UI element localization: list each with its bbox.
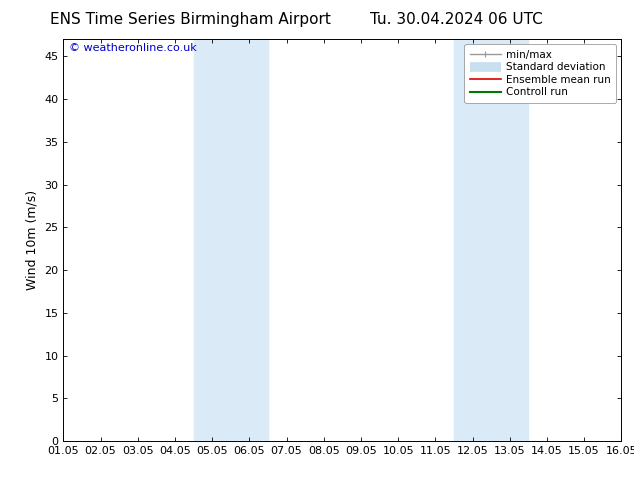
Bar <box>193 39 268 441</box>
Text: Tu. 30.04.2024 06 UTC: Tu. 30.04.2024 06 UTC <box>370 12 543 27</box>
Text: ENS Time Series Birmingham Airport: ENS Time Series Birmingham Airport <box>49 12 331 27</box>
Bar <box>454 39 528 441</box>
Text: © weatheronline.co.uk: © weatheronline.co.uk <box>69 43 197 53</box>
Legend: min/max, Standard deviation, Ensemble mean run, Controll run: min/max, Standard deviation, Ensemble me… <box>465 45 616 102</box>
Y-axis label: Wind 10m (m/s): Wind 10m (m/s) <box>26 190 39 290</box>
